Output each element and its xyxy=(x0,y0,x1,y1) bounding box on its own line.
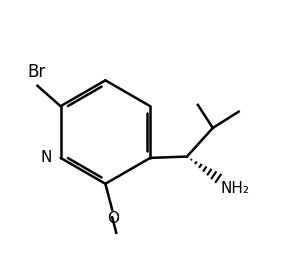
Text: N: N xyxy=(40,150,52,166)
Text: NH₂: NH₂ xyxy=(221,181,250,196)
Text: O: O xyxy=(108,211,120,226)
Text: Br: Br xyxy=(27,63,45,81)
